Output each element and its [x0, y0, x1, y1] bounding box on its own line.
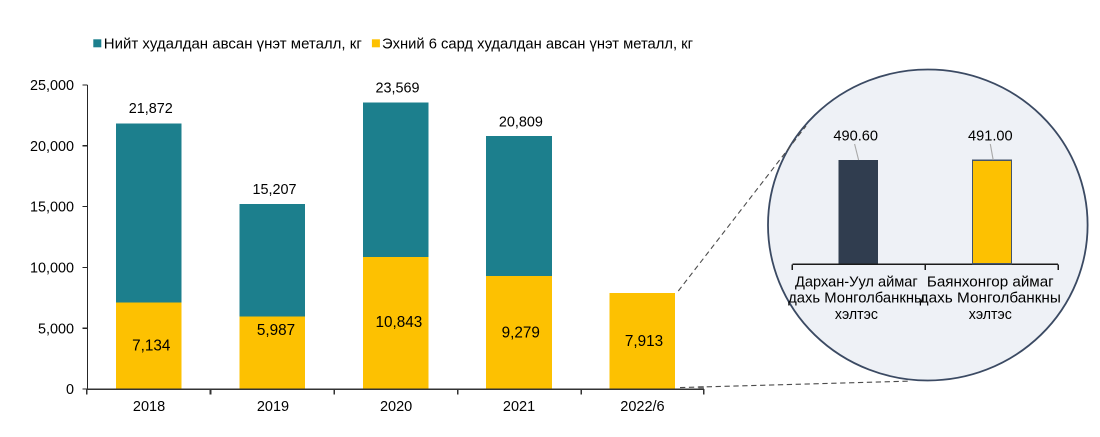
svg-text:10,000: 10,000: [30, 261, 74, 277]
svg-text:Дархан-Уул аймаг: Дархан-Уул аймаг: [795, 274, 918, 290]
svg-text:Баянхонгор аймаг: Баянхонгор аймаг: [927, 274, 1054, 290]
svg-text:0: 0: [66, 382, 74, 398]
svg-text:2021: 2021: [503, 399, 535, 415]
svg-text:15,000: 15,000: [30, 200, 74, 216]
svg-text:дахь Монголбанкны: дахь Монголбанкны: [920, 291, 1061, 307]
svg-text:5,000: 5,000: [38, 321, 74, 337]
svg-text:23,569: 23,569: [375, 81, 419, 97]
svg-text:дахь Монголбанкны: дахь Монголбанкны: [788, 291, 925, 307]
svg-text:5,987: 5,987: [257, 322, 295, 339]
svg-text:15,207: 15,207: [252, 182, 296, 198]
svg-text:20,809: 20,809: [499, 114, 543, 130]
svg-text:20,000: 20,000: [30, 139, 74, 155]
svg-text:Эхний 6 сард худалдан авсан үн: Эхний 6 сард худалдан авсан үнэт металл,…: [382, 37, 693, 53]
svg-text:2019: 2019: [257, 399, 289, 415]
svg-text:7,134: 7,134: [132, 337, 171, 354]
svg-text:хэлтэс: хэлтэс: [835, 307, 878, 323]
svg-text:2018: 2018: [133, 399, 165, 415]
svg-text:9,279: 9,279: [502, 325, 540, 342]
svg-text:491.00: 491.00: [968, 128, 1013, 144]
svg-text:2020: 2020: [380, 399, 412, 415]
svg-text:490.60: 490.60: [833, 128, 878, 144]
svg-text:Нийт худалдан авсан үнэт метал: Нийт худалдан авсан үнэт металл, кг: [104, 37, 362, 53]
svg-text:7,913: 7,913: [625, 333, 663, 350]
svg-text:хэлтэс: хэлтэс: [969, 307, 1012, 323]
svg-text:10,843: 10,843: [376, 314, 423, 331]
svg-text:21,872: 21,872: [129, 101, 173, 117]
svg-text:2022/6: 2022/6: [620, 399, 664, 415]
svg-text:25,000: 25,000: [30, 78, 74, 94]
